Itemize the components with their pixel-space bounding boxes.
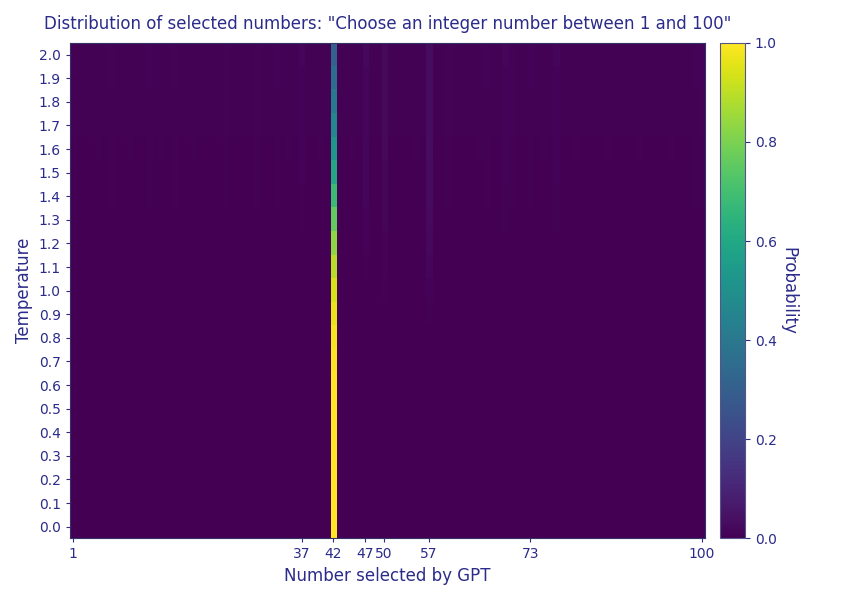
- Y-axis label: Probability: Probability: [779, 247, 797, 335]
- Title: Distribution of selected numbers: "Choose an integer number between 1 and 100": Distribution of selected numbers: "Choos…: [43, 15, 731, 33]
- Y-axis label: Temperature: Temperature: [15, 238, 33, 343]
- X-axis label: Number selected by GPT: Number selected by GPT: [284, 567, 490, 585]
